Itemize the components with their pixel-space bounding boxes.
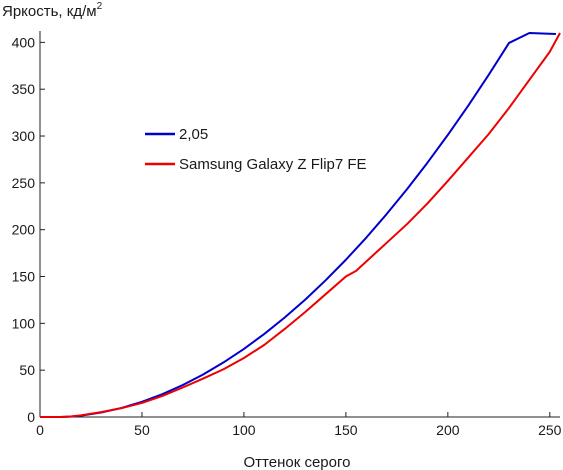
y-tick-label: 350 — [12, 81, 36, 97]
x-tick-label: 50 — [134, 422, 150, 438]
y-tick-label: 100 — [12, 315, 36, 331]
x-axis-ticks: 0 50 100 150 200 250 — [36, 412, 562, 438]
legend: 2,05 Samsung Galaxy Z Flip7 FE — [145, 126, 367, 173]
x-tick-label: 0 — [36, 422, 44, 438]
x-axis-title: Оттенок серого — [244, 454, 351, 470]
y-axis-ticks: 0 50 100 150 200 250 300 350 400 — [12, 34, 45, 425]
legend-label-series-2: Samsung Galaxy Z Flip7 FE — [179, 156, 367, 173]
x-tick-label: 100 — [232, 422, 256, 438]
y-tick-label: 150 — [12, 269, 36, 285]
y-tick-label: 0 — [27, 409, 35, 425]
series-line-1 — [40, 32, 556, 418]
series-layer — [40, 32, 561, 418]
legend-label-series-1: 2,05 — [179, 126, 208, 143]
series-line-2 — [40, 32, 561, 418]
y-tick-label: 400 — [12, 34, 36, 50]
y-axis-title: Яркость, кд/м2 — [2, 1, 103, 20]
x-tick-label: 250 — [538, 422, 562, 438]
plot-frame — [39, 31, 560, 418]
y-tick-label: 250 — [12, 175, 36, 191]
y-tick-label: 200 — [12, 222, 36, 238]
y-tick-label: 300 — [12, 128, 36, 144]
x-tick-label: 200 — [436, 422, 460, 438]
y-tick-label: 50 — [19, 362, 35, 378]
x-tick-label: 150 — [334, 422, 358, 438]
